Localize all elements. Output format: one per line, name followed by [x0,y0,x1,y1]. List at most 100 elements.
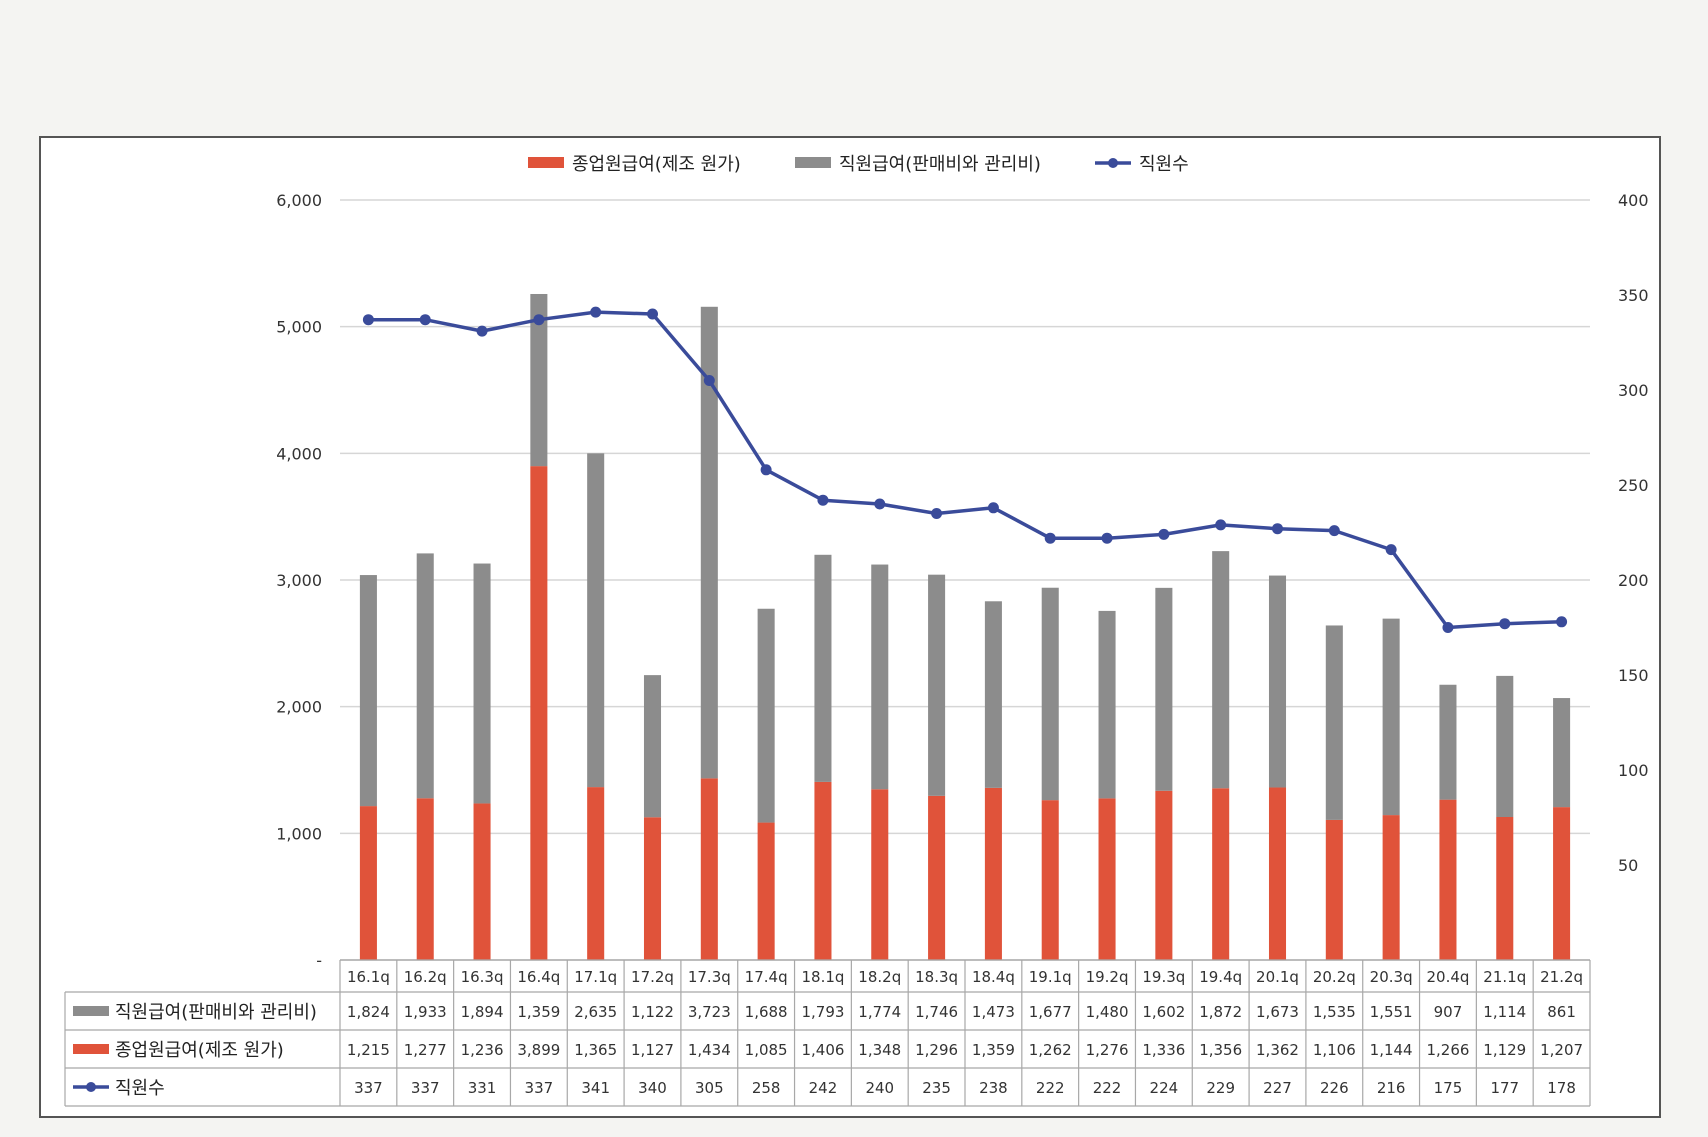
legend-label: 직원급여(판매비와 관리비) [839,154,1041,175]
bar-sga-wage [700,306,718,779]
table-row-swatch-marker [86,1082,96,1092]
table-cell-value: 1,296 [915,1041,958,1059]
right-axis-tick-label: 200 [1618,571,1649,590]
bar-manufacturing-wage [1496,816,1514,960]
line-series [362,306,1568,633]
legend-label: 직원수 [1139,154,1189,175]
employee-count-point [590,306,602,318]
table-cell-value: 1,262 [1029,1041,1072,1059]
right-axis-tick-label: 100 [1618,761,1649,780]
category-label: 19.3q [1142,968,1185,986]
table-cell-value: 222 [1036,1079,1065,1097]
table-cell-value: 235 [922,1079,951,1097]
table-cell-value: 1,276 [1086,1041,1129,1059]
table-cell-value: 224 [1150,1079,1179,1097]
bar-manufacturing-wage [643,817,662,960]
category-label: 17.1q [574,968,617,986]
legend-swatch [795,157,831,168]
category-label: 18.2q [858,968,901,986]
bar-sga-wage [416,553,434,799]
employee-count-point [987,502,999,514]
bar-manufacturing-wage [984,787,1002,960]
table-cell-value: 1,236 [461,1041,504,1059]
category-label: 20.3q [1370,968,1413,986]
bar-sga-wage [1155,587,1173,791]
table-cell-value: 1,602 [1142,1003,1185,1021]
table-cell-value: 222 [1093,1079,1122,1097]
table-cell-value: 1,434 [688,1041,731,1059]
category-label: 18.3q [915,968,958,986]
table-cell-value: 1,266 [1426,1041,1469,1059]
table-cell-value: 1,348 [858,1041,901,1059]
table-cell-value: 238 [979,1079,1008,1097]
bar-manufacturing-wage [757,822,775,960]
table-cell-value: 1,551 [1370,1003,1413,1021]
employee-count-point [1272,523,1283,535]
employee-count-point [817,494,829,506]
bar-manufacturing-wage [1155,790,1173,960]
table-cell-value: 216 [1377,1079,1406,1097]
bar-manufacturing-wage [1439,799,1457,960]
left-axis-tick-label: - [316,951,322,970]
table-cell-value: 242 [809,1079,838,1097]
table-cell-value: 1,277 [404,1041,447,1059]
left-axis-tick-label: 3,000 [276,571,322,590]
category-label: 16.1q [347,968,390,986]
employee-count-point [419,314,431,326]
employee-count-line [368,310,1562,630]
table-cell-value: 1,774 [858,1003,901,1021]
table-row-swatch [73,1044,109,1054]
bar-sga-wage [928,574,946,796]
table-cell-value: 1,688 [745,1003,788,1021]
bar-manufacturing-wage [359,806,377,960]
left-axis-tick-label: 5,000 [276,318,322,337]
category-label: 21.2q [1540,968,1583,986]
right-axis: 50 100 150 200 250 300 350 400 [1618,191,1649,875]
table-cell-value: 1,933 [404,1003,447,1021]
table-cell-value: 227 [1263,1079,1292,1097]
employee-count-point [760,464,772,476]
table-cell-value: 229 [1206,1079,1235,1097]
bar-sga-wage [1041,587,1059,801]
category-label: 19.1q [1029,968,1072,986]
table-cell-value: 240 [865,1079,894,1097]
employee-count-point [874,498,886,510]
table-cell-value: 337 [525,1079,554,1097]
category-label: 16.3q [461,968,504,986]
bar-manufacturing-wage [1041,800,1059,960]
legend-swatch-marker [1108,158,1118,168]
employee-count-point [1499,618,1511,630]
employee-count-point [1556,616,1568,628]
bar-manufacturing-wage [1212,788,1230,960]
table-cell-value: 1,114 [1483,1003,1526,1021]
bar-manufacturing-wage [1098,798,1116,960]
table-cell-value: 1,215 [347,1041,390,1059]
right-axis-tick-label: 250 [1618,476,1649,495]
bar-sga-wage [1268,575,1287,788]
bar-sga-wage [1496,675,1514,817]
table-row-label: 직원수 [115,1078,165,1099]
bar-manufacturing-wage [1382,815,1400,960]
bar-sga-wage [587,453,605,788]
bar-sga-wage [359,575,377,807]
table-cell-value: 175 [1434,1079,1463,1097]
left-axis-tick-label: 6,000 [276,191,322,210]
category-label: 17.4q [745,968,788,986]
table-cell-value: 305 [695,1079,724,1097]
table-cell-value: 1,673 [1256,1003,1299,1021]
right-axis-tick-label: 50 [1618,856,1638,875]
employee-count-point [362,314,374,326]
left-axis-tick-label: 1,000 [276,824,322,843]
employee-count-point [1328,525,1340,537]
category-label: 19.2q [1086,968,1129,986]
employee-count-point [1215,519,1227,531]
bar-sga-wage [1382,618,1400,816]
bar-sga-wage [1439,684,1457,800]
table-row-label: 직원급여(판매비와 관리비) [115,1002,317,1023]
bar-manufacturing-wage [473,803,491,960]
left-axis-tick-label: 2,000 [276,698,322,717]
table-row-label: 종업원급여(제조 원가) [115,1040,284,1061]
category-label: 21.1q [1483,968,1526,986]
bar-manufacturing-wage [928,795,946,960]
